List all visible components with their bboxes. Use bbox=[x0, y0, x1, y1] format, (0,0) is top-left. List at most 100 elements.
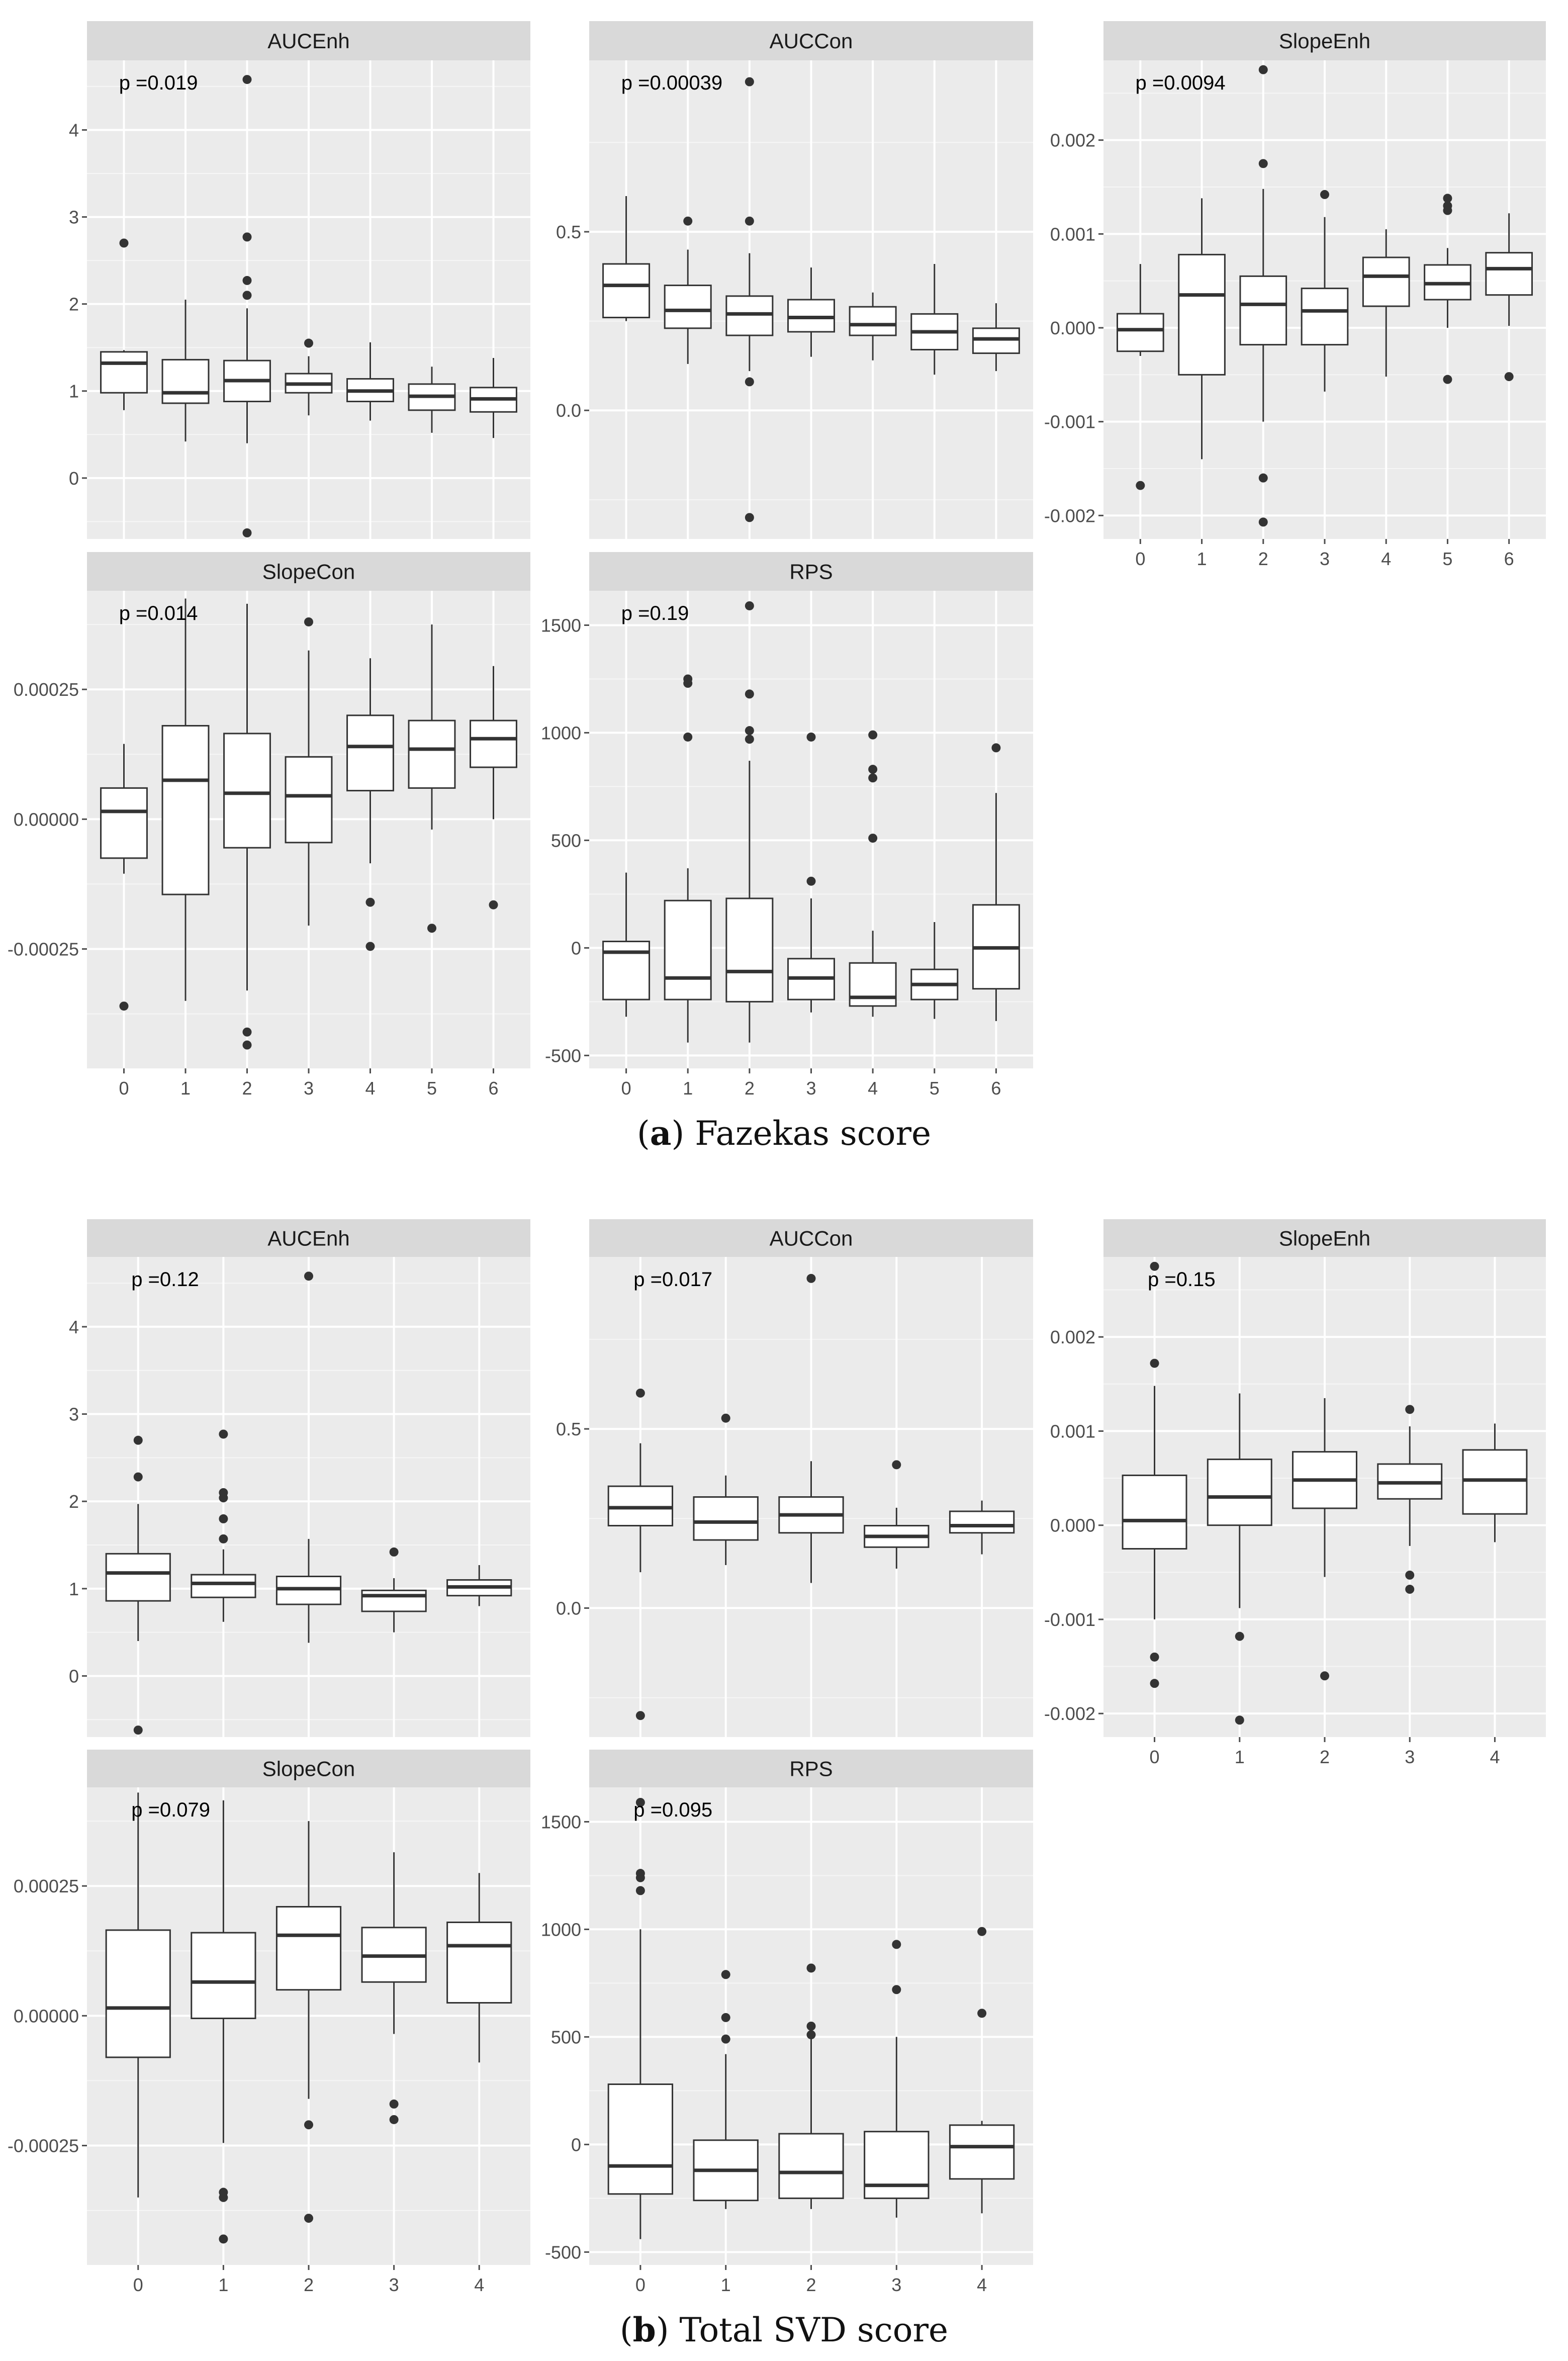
x-tick-label: 3 bbox=[1320, 549, 1330, 569]
outlier-point bbox=[977, 1927, 987, 1936]
outlier-point bbox=[721, 1413, 730, 1423]
box-iqr bbox=[607, 1485, 674, 1527]
box-5 bbox=[910, 922, 959, 1019]
y-tick-label: 0 bbox=[69, 1666, 79, 1686]
outlier-point bbox=[119, 238, 129, 248]
x-tick-label: 1 bbox=[218, 2275, 228, 2295]
outlier-point bbox=[133, 1472, 143, 1482]
y-tick-label: 1 bbox=[69, 381, 79, 402]
outlier-point bbox=[1443, 201, 1452, 211]
p-value-label: p =0.017 bbox=[633, 1268, 712, 1291]
p-value-label: p =0.095 bbox=[633, 1799, 712, 1821]
outlier-point bbox=[745, 735, 754, 744]
box-2 bbox=[1239, 65, 1287, 527]
y-tick-label: -0.00025 bbox=[8, 939, 79, 960]
x-tick-label: 2 bbox=[806, 2275, 816, 2295]
y-tick-label: 1 bbox=[69, 1579, 79, 1599]
box-4 bbox=[446, 1873, 512, 2063]
outlier-point bbox=[489, 900, 498, 910]
p-value-label: p =0.014 bbox=[119, 602, 198, 624]
x-tick-label: 4 bbox=[1381, 549, 1391, 569]
outlier-point bbox=[892, 1985, 901, 1994]
outlier-point bbox=[1405, 1405, 1415, 1414]
box-iqr bbox=[1362, 256, 1410, 307]
y-tick-label: 0.001 bbox=[1050, 1421, 1095, 1441]
box-3 bbox=[864, 1940, 930, 2218]
x-tick-label: 4 bbox=[977, 2275, 987, 2295]
panel-title: AUCCon bbox=[770, 1227, 853, 1250]
panel-title: SlopeCon bbox=[262, 1757, 355, 1781]
box-iqr bbox=[602, 941, 651, 1001]
panel-a-slopeenh: SlopeEnh -0.002 -0.001 0.000 0.001 0.002 0 1 2 3 4… bbox=[1044, 21, 1546, 569]
box-3 bbox=[361, 1852, 427, 2124]
box-iqr bbox=[100, 787, 148, 859]
outlier-point bbox=[635, 1711, 645, 1720]
outlier-point bbox=[683, 216, 693, 226]
box-iqr bbox=[446, 1921, 512, 2004]
box-iqr bbox=[778, 2133, 844, 2199]
outlier-point bbox=[304, 338, 313, 348]
outlier-point bbox=[219, 1488, 228, 1497]
panel-b-slopeenh: SlopeEnh -0.002 -0.001 0.000 0.001 0.002 0 1 2 3 4… bbox=[1044, 1219, 1546, 1767]
panel-a-auccon: AUCCon 0.0 0.5 p =0.00039 bbox=[556, 21, 1033, 539]
y-tick-label: 4 bbox=[69, 120, 79, 140]
y-tick-label: 0.0 bbox=[556, 400, 581, 421]
outlier-point bbox=[868, 730, 878, 740]
outlier-point bbox=[868, 773, 878, 783]
box-iqr bbox=[361, 1589, 427, 1612]
box-4 bbox=[949, 1927, 1015, 2214]
x-tick-label: 0 bbox=[1135, 549, 1145, 569]
box-1 bbox=[693, 1413, 759, 1565]
y-tick-label: 1000 bbox=[541, 1919, 581, 1940]
box-iqr bbox=[787, 299, 835, 333]
outlier-point bbox=[219, 1534, 228, 1543]
outlier-point bbox=[389, 2099, 399, 2109]
panel-title: SlopeCon bbox=[262, 560, 355, 584]
panel-strip bbox=[87, 1219, 530, 1257]
outlier-point bbox=[635, 1388, 645, 1398]
x-tick-label: 2 bbox=[304, 2275, 314, 2295]
x-tick-label: 4 bbox=[365, 1078, 375, 1099]
outlier-point bbox=[745, 377, 754, 387]
box-6 bbox=[972, 743, 1020, 1021]
box-4 bbox=[849, 292, 897, 360]
outlier-point bbox=[1258, 473, 1268, 483]
outlier-point bbox=[1258, 159, 1268, 168]
y-tick-label: 3 bbox=[69, 1404, 79, 1425]
box-iqr bbox=[602, 263, 651, 319]
outlier-point bbox=[745, 513, 754, 522]
panel-a-aucenh: AUCEnh 0 1 2 3 4 p =0.019 bbox=[69, 21, 530, 539]
outlier-point bbox=[389, 2115, 399, 2124]
box-6 bbox=[470, 357, 517, 438]
x-tick-label: 6 bbox=[488, 1078, 498, 1099]
y-tick-label: -500 bbox=[545, 2242, 581, 2262]
p-value-label: p =0.00039 bbox=[621, 72, 722, 94]
box-iqr bbox=[470, 719, 517, 768]
x-tick-label: 0 bbox=[621, 1078, 631, 1099]
p-value-label: p =0.0094 bbox=[1136, 72, 1226, 94]
y-tick-label: 2 bbox=[69, 294, 79, 315]
panel-b-aucenh: AUCEnh 0 1 2 3 4 p =0.12 bbox=[69, 1219, 530, 1737]
y-tick-label: 0.00000 bbox=[14, 809, 79, 830]
outlier-point bbox=[242, 75, 252, 84]
x-tick-label: 0 bbox=[635, 2275, 645, 2295]
panel-title: SlopeEnh bbox=[1279, 29, 1370, 53]
outlier-point bbox=[892, 1940, 901, 1949]
outlier-point bbox=[427, 924, 436, 933]
box-4 bbox=[346, 658, 394, 951]
box-3 bbox=[361, 1547, 427, 1632]
box-iqr bbox=[607, 2083, 674, 2195]
box-4 bbox=[949, 1500, 1015, 1555]
y-tick-label: 0 bbox=[571, 938, 581, 958]
x-tick-label: 5 bbox=[1442, 549, 1452, 569]
y-tick-label: 0.00000 bbox=[14, 2006, 79, 2026]
box-2 bbox=[275, 1272, 342, 1643]
box-iqr bbox=[275, 1906, 342, 1991]
y-tick-label: 0.5 bbox=[556, 222, 581, 242]
x-tick-label: 3 bbox=[806, 1078, 816, 1099]
y-tick-label: 1500 bbox=[541, 1811, 581, 1832]
box-4 bbox=[446, 1565, 512, 1606]
panel-strip bbox=[1103, 21, 1546, 60]
outlier-point bbox=[1504, 372, 1514, 382]
outlier-point bbox=[242, 291, 252, 300]
